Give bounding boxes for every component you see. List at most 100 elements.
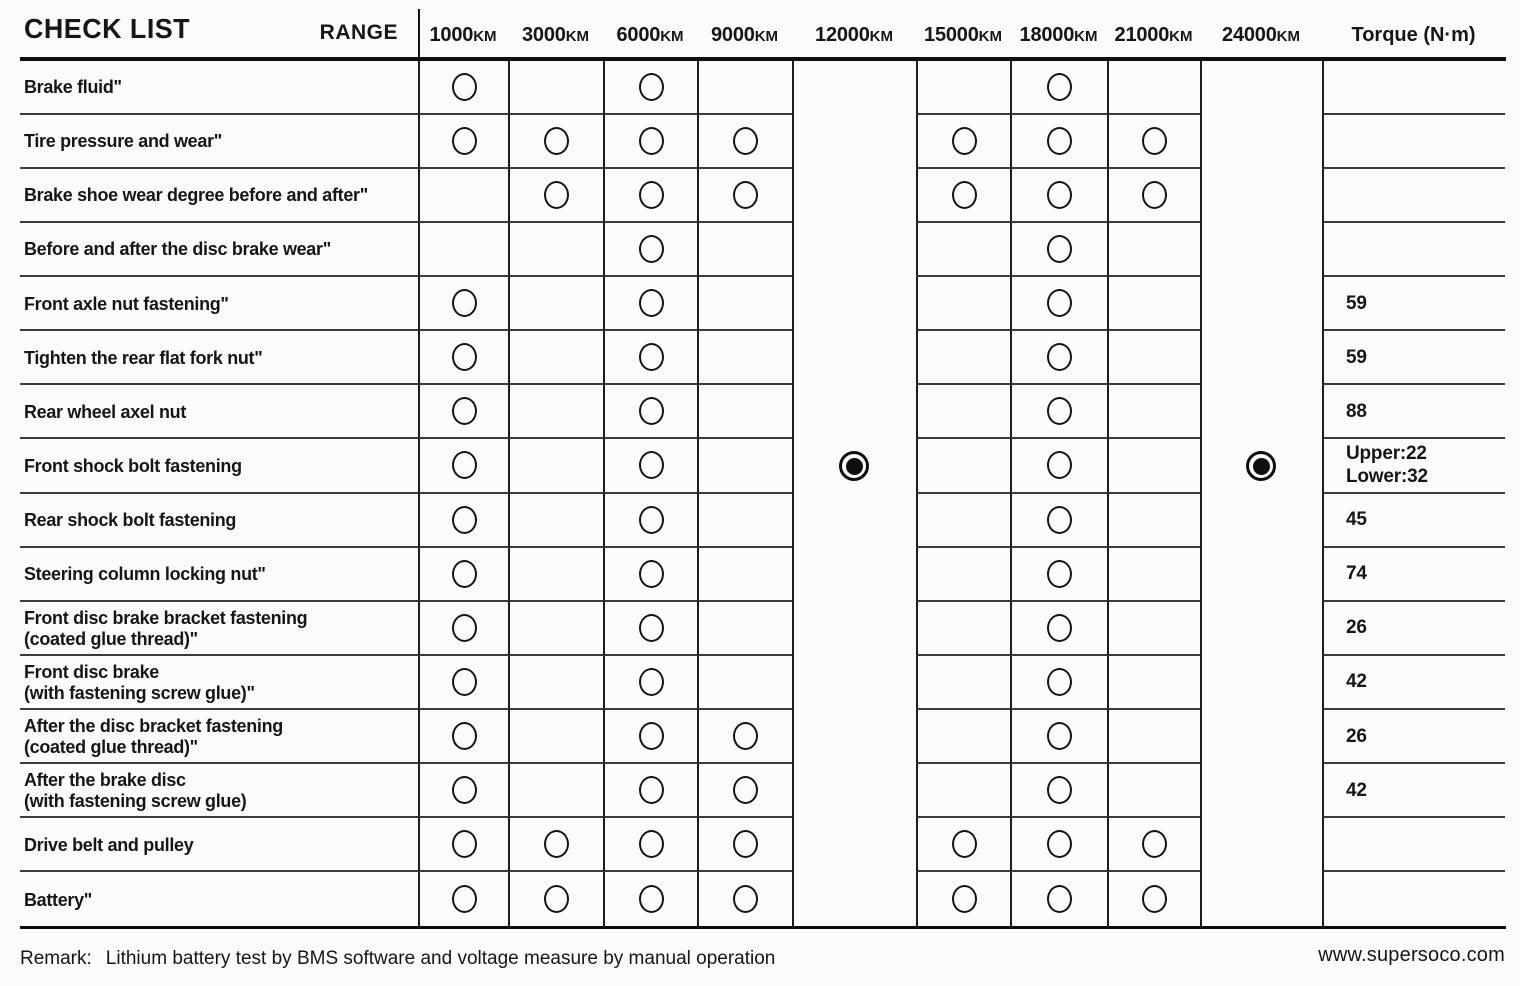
check-cell [1010, 60, 1107, 115]
check-circle-icon [638, 505, 664, 534]
check-cell [697, 655, 792, 710]
check-cell [508, 764, 603, 819]
check-circle-icon [951, 126, 977, 155]
check-circle-icon [733, 126, 758, 155]
check-cell [603, 655, 697, 710]
check-cell [1107, 60, 1200, 115]
row-label: Front shock bolt fastening [24, 454, 242, 476]
row-label-box: Before and after the disc brake wear" [20, 223, 418, 277]
check-circle-icon [1142, 830, 1167, 859]
col-header-unit: KM [754, 28, 779, 45]
check-cell [1010, 655, 1107, 710]
torque-cell: 45 [1322, 493, 1505, 548]
torque-cell: Upper:22 Lower:32 [1322, 439, 1505, 494]
check-cell [603, 114, 697, 169]
check-circle-icon [451, 830, 477, 859]
check-cell [1010, 547, 1107, 602]
torque-cell [1322, 114, 1505, 169]
check-circle-icon [638, 343, 664, 372]
check-cell [418, 818, 508, 873]
row-label-box: Front shock bolt fastening [20, 439, 418, 494]
check-circle-icon [451, 397, 477, 426]
filled-dot-icon [1246, 451, 1276, 482]
row-label-box: Brake fluid" [20, 61, 418, 115]
check-circle-icon [451, 667, 477, 696]
check-cell [1010, 277, 1107, 332]
check-circle-icon [1047, 505, 1072, 534]
check-cell [697, 818, 792, 873]
check-circle-icon [451, 776, 477, 805]
check-cell [1107, 439, 1200, 494]
check-circle-icon [638, 289, 664, 318]
check-circle-icon [733, 885, 758, 914]
remark-label: Remark: [20, 948, 92, 969]
col-header-unit: KM [1276, 28, 1300, 45]
col-header-6000km: 6000KM [603, 20, 697, 50]
col-header-unit: KM [978, 28, 1002, 45]
check-cell [1107, 872, 1200, 927]
check-circle-icon [638, 830, 664, 859]
check-cell [697, 277, 792, 332]
check-cell [697, 547, 792, 602]
row-label-box: Front disc brake bracket fastening (coate… [20, 602, 418, 656]
check-cell [508, 168, 603, 223]
check-circle-icon [1047, 559, 1072, 588]
remark-text: Lithium battery test by BMS software and… [105, 948, 776, 969]
row-label-box: Drive belt and pulley [20, 818, 418, 873]
check-circle-icon [638, 885, 664, 914]
check-circle-icon [638, 613, 664, 642]
col-header-3000km: 3000KM [508, 20, 603, 50]
check-cell [697, 710, 792, 765]
check-cell [1107, 168, 1200, 223]
check-circle-icon [451, 722, 477, 751]
check-circle-icon [451, 451, 477, 480]
row-label: Brake fluid" [24, 76, 122, 98]
check-cell [916, 655, 1010, 710]
check-circle-icon [1047, 776, 1072, 805]
check-cell [508, 331, 603, 386]
check-circle-icon [733, 722, 758, 751]
interval-24000km-merged-column [1200, 60, 1322, 927]
range-column-label: RANGE [319, 21, 398, 44]
torque-value: 45 [1346, 509, 1367, 531]
check-circle-icon [1047, 830, 1072, 859]
col-header-unit: KM [660, 28, 684, 45]
row-label: Front disc brake [24, 660, 159, 682]
check-cell [418, 222, 508, 277]
table-top-rule [20, 57, 1506, 61]
row-label: Battery" [24, 888, 93, 910]
col-header-number: 6000 [616, 24, 661, 46]
check-cell [916, 764, 1010, 819]
row-label-box: Tire pressure and wear" [20, 115, 418, 169]
torque-cell [1322, 60, 1505, 115]
check-cell [603, 547, 697, 602]
check-circle-icon [544, 885, 569, 914]
check-circle-icon [733, 830, 758, 859]
check-cell [916, 710, 1010, 765]
check-cell [418, 872, 508, 927]
check-cell [508, 385, 603, 440]
check-circle-icon [638, 451, 664, 480]
row-label: After the disc bracket fastening [24, 715, 283, 737]
check-cell [603, 222, 697, 277]
torque-cell: 26 [1322, 710, 1505, 765]
check-cell [418, 385, 508, 440]
col-header-number: 3000 [521, 24, 566, 46]
check-cell [418, 331, 508, 386]
check-cell [916, 439, 1010, 494]
check-cell [1107, 764, 1200, 819]
check-circle-icon [638, 234, 664, 263]
check-cell [916, 818, 1010, 873]
col-header-number: 1000 [429, 24, 474, 46]
check-circle-icon [951, 885, 977, 914]
row-label-line2: (with fastening screw glue)" [24, 681, 255, 703]
torque-cell [1322, 872, 1505, 927]
check-circle-icon [1047, 667, 1072, 696]
check-cell [508, 547, 603, 602]
col-header-unit: KM [869, 28, 893, 45]
check-cell [418, 60, 508, 115]
check-cell [1010, 385, 1107, 440]
check-cell [418, 277, 508, 332]
check-circle-icon [733, 180, 758, 209]
check-cell [1010, 114, 1107, 169]
